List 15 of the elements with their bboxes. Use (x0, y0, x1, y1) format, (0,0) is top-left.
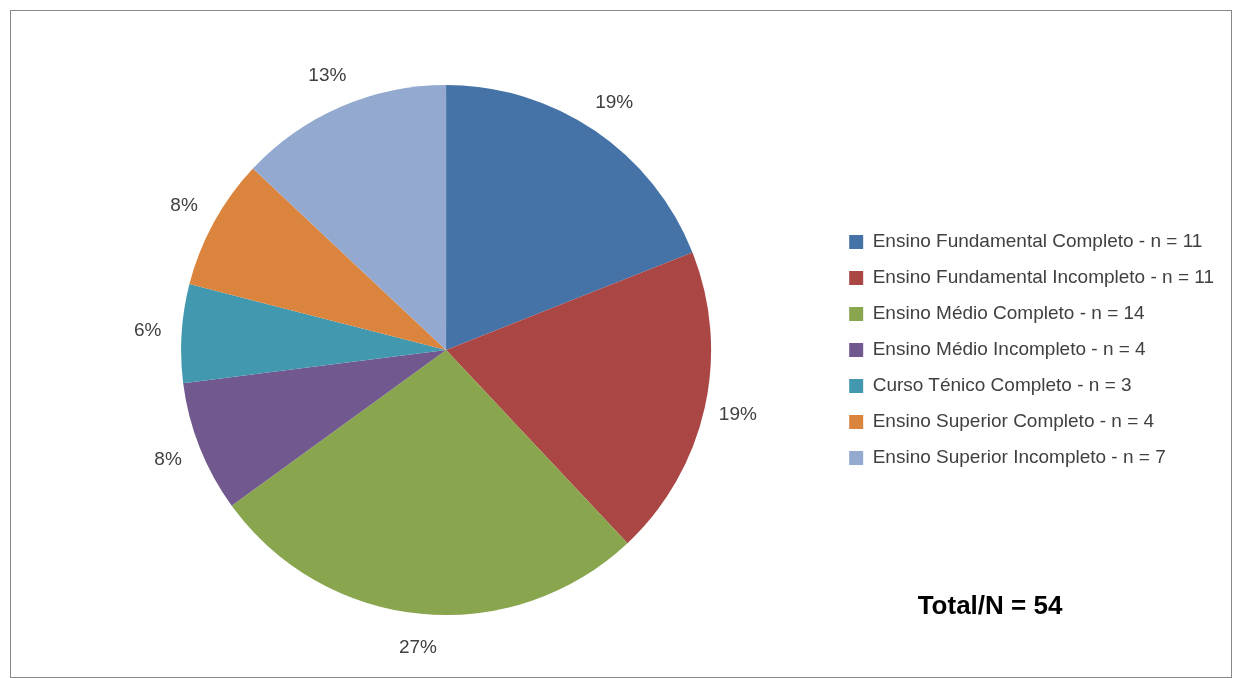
data-label: 8% (154, 448, 182, 470)
legend-label: Ensino Superior Incompleto - n = 7 (872, 446, 1166, 468)
legend-label: Ensino Médio Incompleto - n = 4 (872, 338, 1147, 360)
data-label: 27% (398, 635, 438, 657)
data-label: 19% (595, 90, 634, 112)
data-label: 19% (718, 403, 758, 425)
data-label: 13% (308, 63, 347, 85)
data-label: 6% (133, 319, 162, 341)
legend-label: Ensino Médio Completo - n = 14 (872, 302, 1146, 324)
legend-label: Ensino Fundamental Completo - n = 11 (872, 230, 1203, 252)
text: Total/N = 54 (917, 590, 1063, 621)
data-label: 8% (170, 194, 198, 216)
legend-label: Ensino Superior Completo - n = 4 (872, 410, 1155, 432)
legend-label: Curso Ténico Completo - n = 3 (872, 374, 1132, 396)
legend-label: Ensino Fundamental Incompleto - n = 11 (872, 266, 1215, 288)
